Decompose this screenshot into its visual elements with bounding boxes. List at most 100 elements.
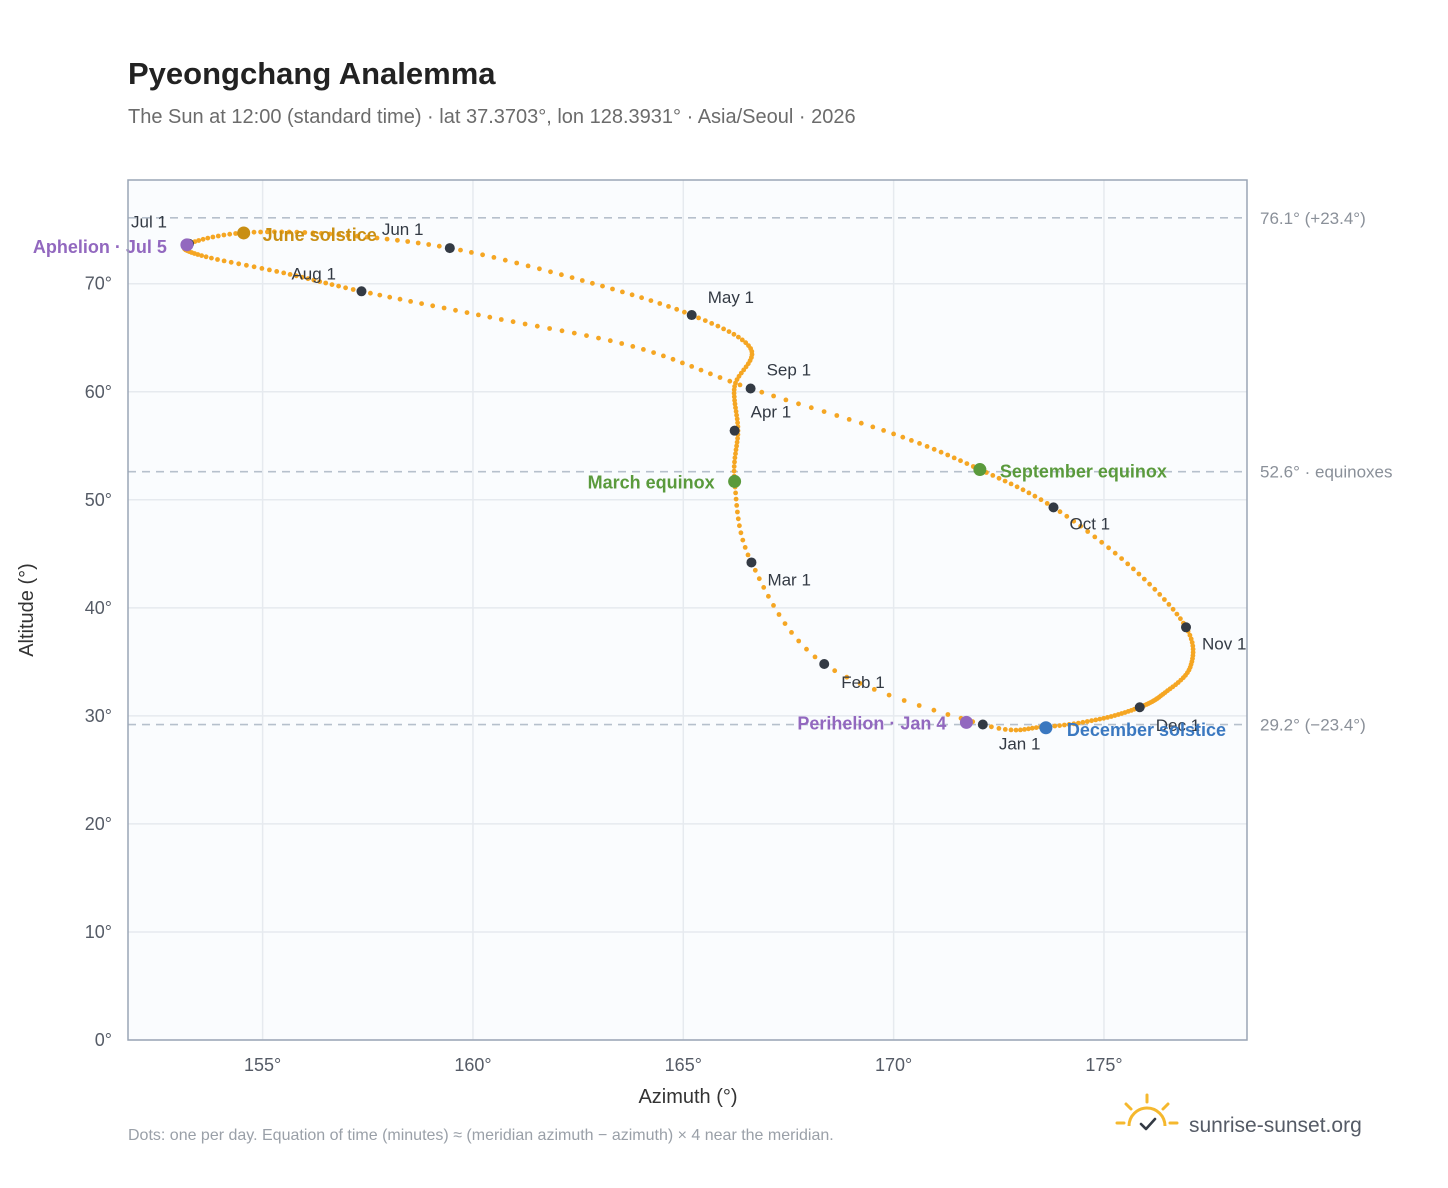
day-dot <box>733 409 739 414</box>
day-dot <box>1157 592 1163 597</box>
day-dot <box>464 310 470 315</box>
day-dot <box>1178 616 1183 622</box>
day-dot <box>731 390 737 396</box>
day-dot <box>789 630 794 635</box>
day-dot <box>737 523 742 529</box>
day-dot <box>732 398 737 403</box>
day-dot <box>734 416 740 422</box>
day-dot <box>737 382 743 388</box>
day-dot <box>408 299 413 304</box>
event-label: Perihelion · Jan 4 <box>797 713 946 733</box>
month-label: Feb 1 <box>841 673 884 692</box>
day-dot <box>327 231 333 237</box>
day-dot <box>209 255 214 261</box>
day-dot <box>1022 727 1027 732</box>
event-dot <box>237 226 251 240</box>
day-dot <box>286 229 292 235</box>
day-dot <box>1174 611 1180 617</box>
footnote: Dots: one per day. Equation of time (min… <box>128 1127 834 1144</box>
day-dot <box>782 621 788 626</box>
day-dot <box>258 229 263 235</box>
day-dot <box>1064 513 1070 519</box>
day-dot <box>236 261 242 267</box>
month-dot <box>1048 502 1059 513</box>
day-dot <box>395 237 400 243</box>
day-dot <box>733 496 739 502</box>
day-dot <box>834 413 840 418</box>
day-dot <box>221 258 227 264</box>
day-dot <box>1062 722 1067 728</box>
day-dot <box>958 458 963 464</box>
day-dot <box>610 286 615 292</box>
day-dot <box>397 296 403 302</box>
day-dot <box>804 646 809 652</box>
day-dot <box>607 338 613 344</box>
day-dot <box>1080 719 1086 725</box>
sun-check-icon <box>1115 1093 1179 1131</box>
day-dot <box>734 439 740 445</box>
month-label: May 1 <box>708 288 754 307</box>
event-label: March equinox <box>588 472 715 492</box>
month-label: Jun 1 <box>382 220 424 239</box>
day-dot <box>661 353 666 359</box>
day-dot <box>1105 715 1110 720</box>
month-dot <box>729 425 740 436</box>
day-dot <box>210 234 216 240</box>
day-dot <box>734 412 739 418</box>
day-dot <box>203 254 209 260</box>
day-dot <box>1076 720 1081 726</box>
day-dot <box>1014 484 1020 490</box>
day-dot <box>821 409 827 414</box>
day-dot <box>419 301 424 306</box>
x-tick-label: 155° <box>244 1055 281 1075</box>
day-dot <box>771 603 776 608</box>
day-dot <box>742 545 748 550</box>
y-tick-label: 20° <box>85 814 112 834</box>
month-label: Mar 1 <box>767 570 810 589</box>
day-dot <box>548 269 553 275</box>
event-label: Aphelion · Jul 5 <box>33 237 167 257</box>
day-dot <box>1170 606 1176 612</box>
event-markers: June solstice Aphelion · Jul 5 March equin… <box>33 225 1226 740</box>
day-dot <box>584 333 589 338</box>
day-dot <box>641 347 646 352</box>
reference-line-label: 76.1° (+23.4°) <box>1260 209 1366 228</box>
month-label: Oct 1 <box>1069 514 1110 533</box>
day-dot <box>1066 722 1072 727</box>
day-dot <box>996 475 1002 481</box>
day-dot <box>1099 539 1105 545</box>
month-label: Jul 1 <box>131 213 167 232</box>
month-dot <box>686 310 697 321</box>
day-dot <box>228 259 234 265</box>
day-dot <box>1071 721 1077 727</box>
event-dot <box>973 463 987 477</box>
reference-lines: 76.1° (+23.4°) 52.6° · equinoxes 29.2° (−2… <box>128 209 1393 735</box>
day-dot <box>771 393 776 399</box>
day-dot <box>808 405 814 411</box>
y-tick-label: 0° <box>95 1030 112 1050</box>
reference-line-label: 29.2° (−23.4°) <box>1260 716 1366 735</box>
day-dot <box>732 459 737 465</box>
day-dot <box>559 328 565 334</box>
day-dot <box>384 236 390 242</box>
day-dot <box>1092 534 1098 540</box>
day-dot <box>752 567 758 573</box>
day-dot <box>374 235 380 241</box>
month-label: Dec 1 <box>1156 716 1200 735</box>
day-dot <box>783 397 789 403</box>
day-dot <box>731 394 737 400</box>
day-dot <box>244 262 249 268</box>
day-dot <box>1026 490 1032 496</box>
event-dot <box>959 715 973 729</box>
day-dot <box>387 294 393 300</box>
day-dot <box>901 698 907 703</box>
day-dot <box>1026 726 1031 732</box>
month-label: Aug 1 <box>291 264 335 283</box>
month-markers: Jan 1 Feb 1 Mar 1 Apr 1 May 1 Jun 1 Jul 1 Aug 1… <box>131 213 1246 754</box>
day-dot <box>846 417 852 422</box>
day-dot <box>629 292 635 298</box>
day-dot <box>441 305 447 311</box>
day-dot <box>832 668 838 674</box>
day-dot <box>1013 727 1019 733</box>
day-dot <box>514 260 520 266</box>
